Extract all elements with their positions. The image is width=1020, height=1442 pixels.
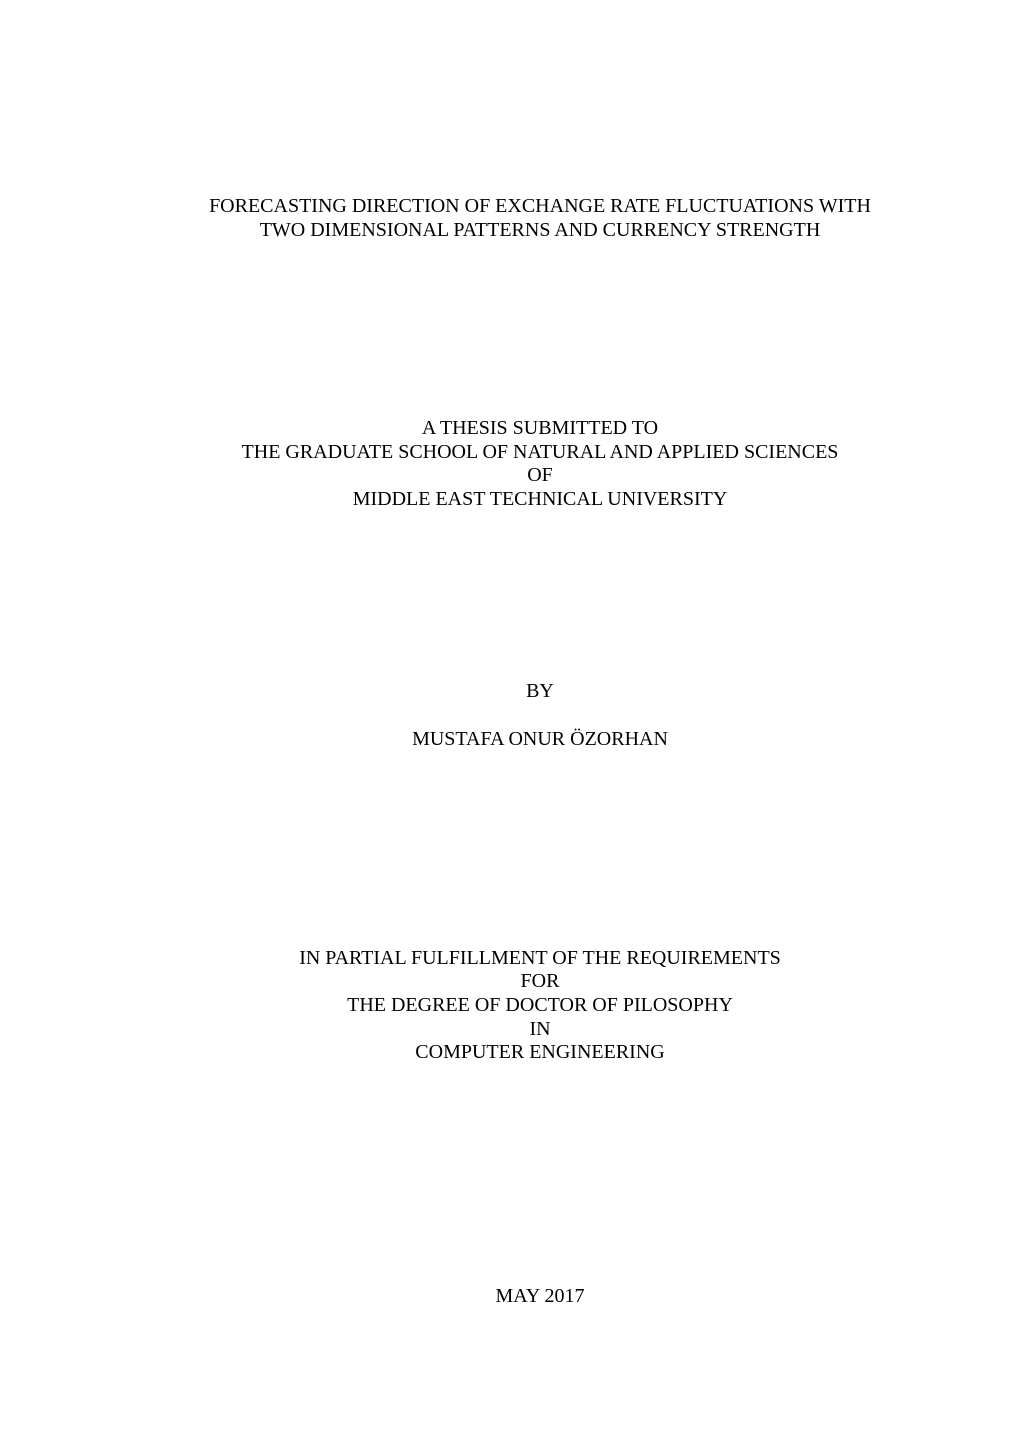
degree-line-4: IN <box>180 1018 900 1042</box>
submission-line-4: MIDDLE EAST TECHNICAL UNIVERSITY <box>180 488 900 512</box>
by-label: BY <box>180 680 900 704</box>
degree-line-3: THE DEGREE OF DOCTOR OF PILOSOPHY <box>180 994 900 1018</box>
submission-line-2: THE GRADUATE SCHOOL OF NATURAL AND APPLI… <box>180 441 900 465</box>
degree-line-1: IN PARTIAL FULFILLMENT OF THE REQUIREMEN… <box>180 947 900 971</box>
author-block: MUSTAFA ONUR ÖZORHAN <box>180 728 900 752</box>
thesis-title-page: FORECASTING DIRECTION OF EXCHANGE RATE F… <box>0 0 1020 1442</box>
degree-line-5: COMPUTER ENGINEERING <box>180 1041 900 1065</box>
title-line-2: TWO DIMENSIONAL PATTERNS AND CURRENCY ST… <box>180 219 900 243</box>
author-name: MUSTAFA ONUR ÖZORHAN <box>180 728 900 752</box>
submission-line-3: OF <box>180 464 900 488</box>
degree-line-2: FOR <box>180 970 900 994</box>
date-block: MAY 2017 <box>180 1285 900 1309</box>
title-line-1: FORECASTING DIRECTION OF EXCHANGE RATE F… <box>180 195 900 219</box>
byline-block: BY <box>180 680 900 704</box>
submission-block: A THESIS SUBMITTED TO THE GRADUATE SCHOO… <box>180 417 900 511</box>
submission-line-1: A THESIS SUBMITTED TO <box>180 417 900 441</box>
degree-block: IN PARTIAL FULFILLMENT OF THE REQUIREMEN… <box>180 947 900 1065</box>
thesis-date: MAY 2017 <box>180 1285 900 1309</box>
thesis-title-block: FORECASTING DIRECTION OF EXCHANGE RATE F… <box>180 195 900 242</box>
